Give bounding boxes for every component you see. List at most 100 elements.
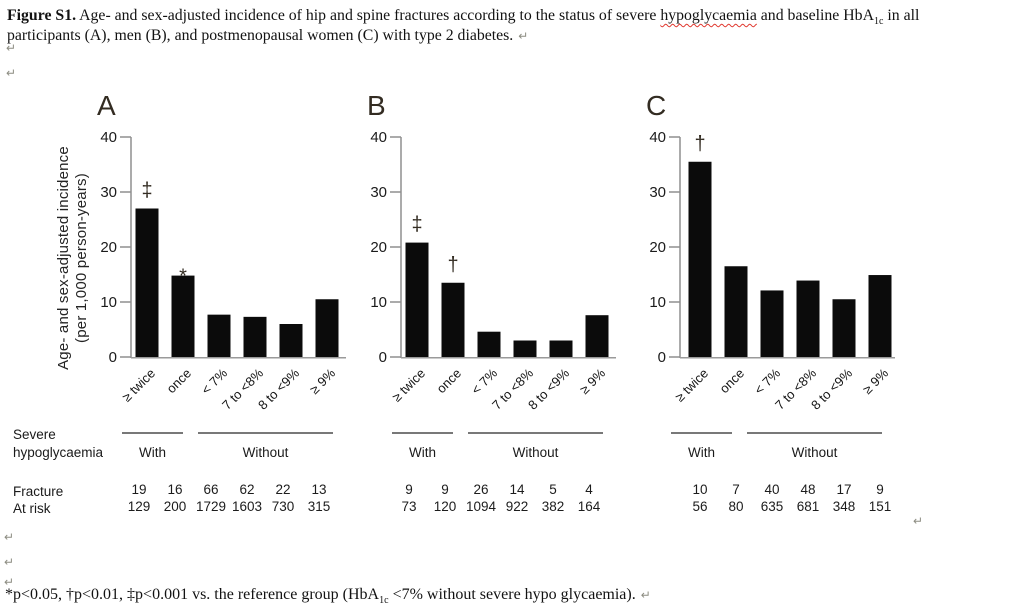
- significance-marker: ‡: [411, 214, 422, 236]
- at-risk-value: 56: [692, 499, 707, 514]
- bar: [513, 340, 537, 357]
- caption-text: in all: [883, 7, 920, 24]
- at-risk-row-label: At risk: [13, 501, 51, 516]
- x-tick-label: < 7%: [468, 365, 500, 397]
- fracture-value: 5: [549, 482, 557, 497]
- bar: [279, 324, 303, 357]
- y-tick-label: 20: [649, 239, 666, 256]
- at-risk-value: 129: [128, 499, 151, 514]
- significance-marker: ‡: [141, 180, 152, 202]
- fracture-value: 9: [876, 482, 884, 497]
- fracture-value: 10: [692, 482, 707, 497]
- group-with-label: With: [409, 445, 436, 460]
- paragraph-mark-icon: ↵: [913, 514, 924, 528]
- severe-label-line-2: hypoglycaemia: [13, 445, 104, 460]
- fracture-value: 19: [131, 482, 146, 497]
- x-tick-label: ≥ twice: [672, 366, 711, 405]
- at-risk-value: 1729: [196, 499, 226, 514]
- at-risk-value: 151: [869, 499, 892, 514]
- caption-text: Age- and sex-adjusted incidence of hip a…: [76, 7, 661, 24]
- bar: [760, 290, 784, 357]
- caption-figure-label: Figure S1.: [7, 7, 77, 24]
- footnote-text: <7% without severe hypo glycaemia).: [388, 586, 636, 603]
- x-tick-label: ≥ 9%: [307, 365, 339, 397]
- fracture-value: 9: [441, 482, 449, 497]
- y-tick-label: 40: [370, 129, 387, 146]
- bar: [135, 208, 159, 357]
- y-tick-label: 30: [370, 184, 387, 201]
- x-tick-label: once: [434, 366, 465, 397]
- panel-label: B: [367, 90, 386, 121]
- caption-misspelled-word: hypoglycaemia: [660, 7, 757, 24]
- chart-panel-b: B 0 10 20 30 40 ‡ ≥ twice 9 73 † once 9 120 < 7% 26 1094…: [351, 85, 631, 530]
- x-tick-label: once: [717, 366, 748, 397]
- fracture-value: 14: [509, 482, 525, 497]
- caption-text: and baseline HbA: [756, 7, 874, 24]
- bar: [171, 275, 195, 357]
- bar: [477, 331, 501, 357]
- group-with-label: With: [688, 445, 715, 460]
- x-tick-label: ≥ twice: [389, 366, 428, 405]
- y-tick-label: 10: [100, 294, 117, 311]
- group-with-label: With: [139, 445, 166, 460]
- y-tick-label: 10: [649, 294, 666, 311]
- significance-marker: *: [179, 266, 187, 288]
- y-tick-label: 40: [649, 129, 666, 146]
- at-risk-value: 922: [506, 499, 529, 514]
- fracture-value: 4: [585, 482, 593, 497]
- hba1c-subscript: 1c: [379, 595, 389, 607]
- x-tick-label: ≥ 9%: [577, 365, 609, 397]
- group-without-label: Without: [243, 445, 289, 460]
- panel-label: C: [646, 90, 666, 121]
- bar: [243, 316, 267, 357]
- fracture-value: 22: [275, 482, 290, 497]
- paragraph-mark-icon: ↵: [4, 530, 15, 544]
- paragraph-mark-icon: ↵: [4, 555, 15, 569]
- x-tick-label: ≥ twice: [119, 366, 158, 405]
- paragraph-mark-icon: ↵: [6, 41, 17, 55]
- at-risk-value: 200: [164, 499, 187, 514]
- fracture-value: 13: [311, 482, 326, 497]
- bar: [207, 314, 231, 357]
- footnote: *p<0.05, †p<0.01, ‡p<0.001 vs. the refer…: [5, 586, 651, 607]
- bar: [549, 340, 573, 357]
- at-risk-value: 120: [434, 499, 457, 514]
- fracture-value: 48: [800, 482, 815, 497]
- footnote-text: *p<0.05, †p<0.01, ‡p<0.001 vs. the refer…: [5, 586, 380, 603]
- hba1c-subscript: 1c: [873, 16, 884, 28]
- fracture-value: 17: [836, 482, 851, 497]
- significance-marker: †: [447, 254, 458, 276]
- at-risk-value: 1094: [466, 499, 497, 514]
- bar-chart-B: B 0 10 20 30 40 ‡ ≥ twice 9 73 † once 9 120 < 7% 26 1094…: [367, 90, 616, 514]
- group-without-label: Without: [792, 445, 838, 460]
- x-tick-label: < 7%: [751, 365, 783, 397]
- y-tick-label: 30: [649, 184, 666, 201]
- x-tick-label: once: [164, 366, 195, 397]
- at-risk-value: 730: [272, 499, 295, 514]
- fracture-value: 66: [203, 482, 218, 497]
- fracture-value: 7: [732, 482, 740, 497]
- at-risk-value: 80: [728, 499, 743, 514]
- at-risk-value: 315: [308, 499, 331, 514]
- fracture-value: 40: [764, 482, 779, 497]
- fracture-value: 9: [405, 482, 413, 497]
- fracture-row-label: Fracture: [13, 484, 64, 499]
- y-tick-label: 40: [100, 129, 117, 146]
- chart-panel-a: A 0 10 20 30 40 ‡ ≥ twice 19 129 * once 16 200 < 7% 66 1…: [81, 85, 361, 530]
- fracture-value: 26: [473, 482, 488, 497]
- bar: [724, 266, 748, 357]
- panel-label: A: [97, 90, 116, 121]
- bar: [832, 299, 856, 357]
- at-risk-value: 73: [401, 499, 416, 514]
- severe-hypoglycaemia-label: Severe hypoglycaemia: [13, 426, 103, 462]
- significance-marker: †: [694, 133, 705, 155]
- y-axis-title-line-1: Age- and sex-adjusted incidence: [55, 146, 72, 370]
- severe-label-line-1: Severe: [13, 427, 56, 442]
- bar: [688, 161, 712, 357]
- paragraph-mark-icon: ↵: [518, 28, 529, 43]
- at-risk-value: 635: [761, 499, 784, 514]
- x-tick-label: < 7%: [198, 365, 230, 397]
- bar: [405, 242, 429, 357]
- at-risk-value: 382: [542, 499, 565, 514]
- fracture-value: 16: [167, 482, 182, 497]
